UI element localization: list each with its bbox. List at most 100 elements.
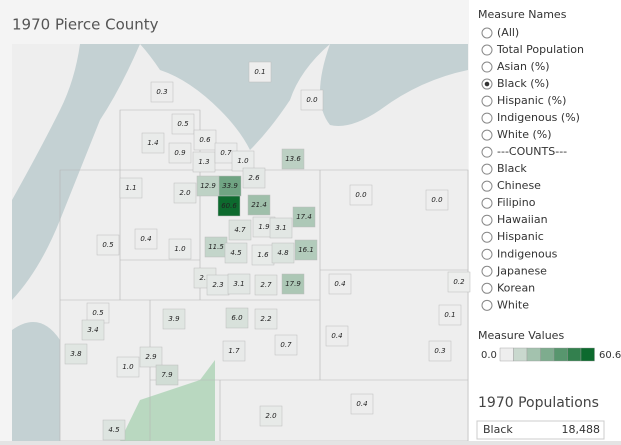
tract-label: 3.9: [168, 315, 180, 323]
tract-label: 2.0: [265, 412, 277, 420]
tract-label: 0.0: [431, 196, 443, 204]
tract: [274, 334, 298, 356]
filter-option[interactable]: Indigenous: [497, 247, 558, 260]
tract-label: 1.9: [258, 223, 270, 231]
tract-label: 0.7: [280, 341, 292, 349]
radio[interactable]: [481, 129, 493, 141]
tract: [438, 304, 462, 326]
tract: [168, 142, 192, 164]
water: [320, 44, 468, 126]
tract-label: 0.2: [453, 278, 465, 286]
tract-label: 0.0: [355, 191, 367, 199]
tract-label: 4.7: [234, 226, 246, 234]
filter-option[interactable]: Hispanic: [497, 230, 544, 243]
tract: [281, 148, 305, 170]
legend-max: 60.6: [599, 350, 621, 361]
tract: [134, 228, 158, 250]
filter-option[interactable]: Hispanic (%): [497, 94, 566, 107]
radio[interactable]: [481, 146, 493, 158]
tract-label: 2.3: [212, 281, 223, 289]
tract-label: 60.6: [221, 202, 237, 210]
filter-option[interactable]: Hawaiian: [497, 213, 548, 226]
tract: [328, 273, 352, 295]
tract-label: 3.8: [70, 350, 82, 358]
filter-option[interactable]: Black: [497, 162, 527, 175]
filter-option[interactable]: Asian (%): [497, 60, 550, 73]
filter-option[interactable]: Black (%): [497, 77, 549, 90]
legend-step: [580, 347, 595, 362]
tract-label: 33.9: [222, 182, 238, 190]
filter-option[interactable]: Indigenous (%): [497, 111, 580, 124]
tract: [294, 239, 318, 261]
tract: [259, 405, 283, 427]
radio[interactable]: [481, 27, 493, 39]
tract-label: 16.1: [298, 246, 314, 254]
filter-option[interactable]: (All): [497, 26, 519, 39]
filter-option[interactable]: Filipino: [497, 196, 536, 209]
radio[interactable]: [481, 61, 493, 73]
tract-label: 1.0: [174, 245, 186, 253]
radio[interactable]: [481, 231, 493, 243]
tract-label: 2.6: [248, 174, 260, 182]
tract: [193, 129, 217, 151]
tract: [116, 356, 140, 378]
tract-label: 4.5: [108, 426, 120, 434]
radio[interactable]: [481, 44, 493, 56]
tract-label: 2.0: [179, 189, 191, 197]
tract-label: 1.0: [122, 363, 134, 371]
radio[interactable]: [481, 112, 493, 124]
tract: [155, 364, 179, 386]
tract: [81, 319, 105, 341]
tract-label: 13.6: [285, 155, 301, 163]
tract: [300, 89, 324, 111]
radio[interactable]: [481, 299, 493, 311]
tract-label: 1.7: [228, 347, 240, 355]
table-title: 1970 Populations: [478, 395, 599, 411]
radio-dot: [484, 81, 490, 87]
filter-option[interactable]: Total Population: [496, 43, 584, 56]
legend-step: [540, 347, 555, 362]
radio[interactable]: [481, 248, 493, 260]
legend-step: [526, 347, 541, 362]
tract-label: 1.1: [125, 184, 136, 192]
filter-option[interactable]: Japanese: [496, 264, 547, 277]
tract: [349, 184, 373, 206]
tract-label: 21.4: [251, 201, 267, 209]
water: [12, 322, 60, 441]
tract: [162, 308, 186, 330]
tract-label: 17.9: [285, 280, 301, 288]
legend-step: [567, 347, 582, 362]
table-cell: Black: [483, 423, 513, 436]
filter-option[interactable]: White: [497, 298, 529, 311]
tract-label: 6.0: [231, 314, 243, 322]
radio[interactable]: [481, 214, 493, 226]
tract-label: 0.4: [356, 400, 367, 408]
tract: [225, 307, 249, 329]
tract-label: 0.5: [102, 241, 114, 249]
title: 1970 Pierce County: [12, 16, 159, 34]
tract: [350, 393, 374, 415]
filter-option[interactable]: ---COUNTS---: [497, 145, 567, 158]
filter-option[interactable]: Korean: [497, 281, 535, 294]
radio[interactable]: [481, 282, 493, 294]
filter-option[interactable]: Chinese: [497, 179, 541, 192]
tract-label: 0.3: [156, 88, 167, 96]
tract-label: 0.4: [140, 235, 151, 243]
radio[interactable]: [481, 265, 493, 277]
legend-step: [553, 347, 568, 362]
tract-label: 12.9: [200, 182, 216, 190]
radio[interactable]: [481, 95, 493, 107]
radio[interactable]: [481, 163, 493, 175]
tract: [171, 113, 195, 135]
tract: [150, 81, 174, 103]
tract: [447, 271, 471, 293]
park: [120, 360, 215, 441]
radio[interactable]: [481, 180, 493, 192]
tract-label: 2.7: [260, 281, 272, 289]
radio[interactable]: [481, 197, 493, 209]
tract-label: 0.5: [177, 120, 189, 128]
filter-option[interactable]: White (%): [497, 128, 552, 141]
table-cell: 18,488: [562, 423, 601, 436]
filter-title: Measure Names: [478, 8, 567, 21]
